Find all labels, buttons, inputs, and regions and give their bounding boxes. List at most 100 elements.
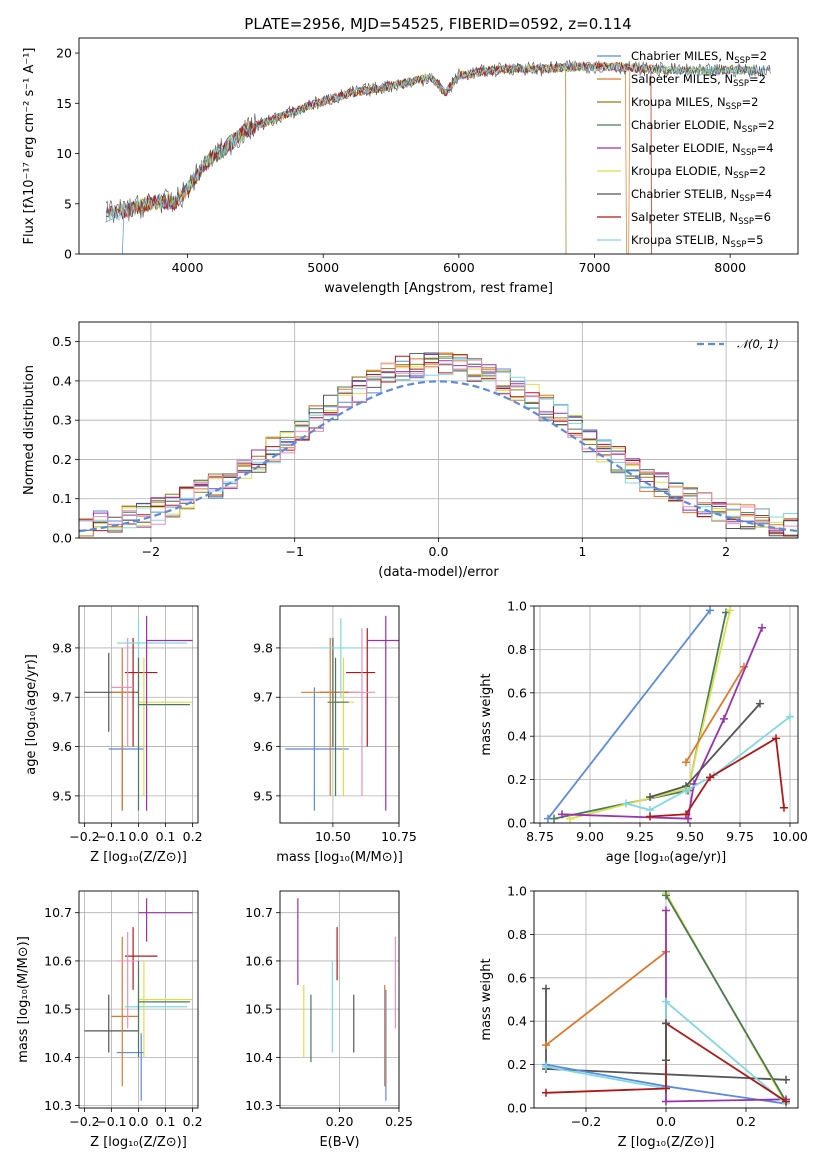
weight-vs-age-xtick-label: 9.50	[676, 829, 704, 844]
age-vs-mass-frame	[279, 605, 400, 824]
weight-vs-age-series-line	[685, 666, 745, 763]
mass-vs-z-xtick-label: 0.2	[183, 1114, 203, 1129]
weight-vs-z-marker	[662, 906, 670, 915]
age-vs-mass-ytick-label: 9.6	[253, 739, 273, 754]
residuals-xlabel: (data-model)/error	[378, 565, 499, 580]
weight-vs-age-marker	[786, 712, 794, 721]
weight-vs-age-marker	[780, 803, 788, 812]
spectrum-panel: 4000 5000 6000 7000 8000 0 5 10 15 20 wavelength […	[22, 37, 799, 296]
age-vs-z-ytick-label: 9.7	[52, 690, 72, 705]
weight-vs-z-marker	[662, 1084, 670, 1093]
weight-vs-age-xlabel: age [log₁₀(age/yr)]	[606, 850, 727, 865]
residuals-ytick-label: 0.1	[52, 491, 72, 506]
weight-vs-age-marker	[720, 714, 728, 723]
weight-vs-z-panel: −0.2 0.0 0.2 0.0 0.2 0.4 0.6 0.8 1.0 Z [log₁₀(Z/Z…	[479, 884, 799, 1150]
weight-vs-z-series-line	[545, 951, 667, 1046]
mass-vs-z-point	[116, 1033, 144, 1101]
mass-vs-z-xtick-label: 0.0	[129, 1114, 149, 1129]
mass-vs-ebv-ytick-label: 10.5	[245, 1002, 273, 1017]
normal-curve	[79, 380, 798, 533]
spectrum-xtick-label: 6000	[443, 260, 475, 275]
age-vs-z-xtick-label: 0.0	[129, 829, 149, 844]
weight-vs-age-frame	[533, 605, 799, 824]
spectrum-ytick-label: 15	[56, 96, 72, 111]
mass-vs-z-point	[111, 936, 139, 1087]
mass-vs-z-point	[138, 898, 193, 942]
weight-vs-age-xtick-label: 10.00	[772, 829, 808, 844]
age-vs-mass-point	[346, 628, 376, 747]
age-vs-mass-point	[367, 615, 399, 811]
weight-vs-z-xtick-label: 0.0	[656, 1114, 676, 1129]
weight-vs-age-series	[646, 734, 788, 821]
spectrum-ytick-label: 0	[64, 247, 72, 262]
spectrum-plot-area	[105, 59, 771, 254]
age-vs-z-point	[146, 615, 193, 811]
mass-vs-z-point	[116, 931, 139, 1029]
weight-vs-z-ytick-label: 0.2	[507, 1057, 527, 1072]
age-vs-mass-point	[348, 628, 376, 796]
mass-vs-ebv-panel: 0.20 0.25 10.3 10.4 10.5 10.6 10.7 E(B-V)	[245, 890, 413, 1150]
mass-vs-z-ytick-label: 10.3	[44, 1098, 72, 1113]
weight-vs-z-xtick-label: 0.2	[736, 1114, 756, 1129]
weight-vs-z-xlabel: Z [log₁₀(Z/Z⊙)]	[618, 1135, 715, 1150]
weight-vs-age-plot-area	[544, 606, 794, 823]
residuals-xtick-label: −2	[142, 544, 160, 559]
age-vs-mass-plot-area	[285, 615, 399, 811]
residuals-panel: −2 −1 0.0 1 2 0.0 0.1 0.2 0.3 0.4 0.5 (data-model)/…	[22, 321, 799, 580]
spectrum-legend: Chabrier MILES, NSSP=2 Salpeter MILES, NS…	[597, 49, 775, 250]
weight-vs-age-panel: 8.75 9.00 9.25 9.50 9.75 10.00 0.0 0.2 0.4 0.6 0.8…	[479, 599, 808, 866]
weight-vs-age-ytick-label: 0.6	[507, 685, 527, 700]
weight-vs-age-series	[544, 606, 714, 823]
age-vs-z-xtick-label: −0.1	[96, 829, 126, 844]
residuals-frame	[78, 321, 799, 539]
age-vs-mass-ytick-label: 9.5	[253, 788, 273, 803]
residuals-ylabel: Normed distribution	[22, 365, 37, 495]
weight-vs-z-marker	[662, 1056, 670, 1065]
weight-vs-age-marker	[646, 792, 654, 801]
mass-vs-z-point	[84, 994, 139, 1053]
residuals-ytick-label: 0.0	[52, 531, 72, 546]
weight-vs-age-series	[682, 662, 748, 767]
age-vs-mass-point	[319, 618, 360, 698]
weight-vs-age-marker	[566, 814, 574, 823]
weight-vs-age-xtick-label: 9.75	[726, 829, 754, 844]
weight-vs-z-xtick-label: −0.2	[571, 1114, 601, 1129]
legend-entry: Kroupa STELIB, NSSP=5	[631, 233, 763, 250]
weight-vs-age-ytick-label: 0.2	[507, 772, 527, 787]
age-vs-z-ytick-label: 9.8	[52, 640, 72, 655]
spectrum-xtick-label: 8000	[714, 260, 746, 275]
spectrum-frame	[78, 37, 799, 255]
mass-vs-z-plot-area	[84, 898, 193, 1101]
mass-vs-z-xlabel: Z [log₁₀(Z/Z⊙)]	[90, 1135, 187, 1150]
spectrum-ytick-label: 20	[56, 46, 72, 61]
mass-vs-ebv-plot-area	[297, 898, 397, 1101]
mass-vs-ebv-ytick-label: 10.6	[245, 953, 273, 968]
mass-vs-z-frame	[78, 890, 199, 1109]
mass-vs-ebv-ytick-label: 10.7	[245, 905, 273, 920]
weight-vs-age-series-line	[569, 610, 731, 820]
age-vs-mass-point	[301, 638, 360, 796]
mass-vs-z-ytick-label: 10.7	[44, 905, 72, 920]
weight-vs-z-frame	[533, 890, 799, 1109]
weight-vs-z-ytick-label: 0.4	[507, 1014, 527, 1029]
weight-vs-z-ytick-label: 0.8	[507, 927, 527, 942]
mass-vs-ebv-xtick-label: 0.25	[385, 1114, 413, 1129]
residual-histogram	[79, 359, 798, 538]
residuals-xtick-label: 2	[722, 544, 730, 559]
weight-vs-age-marker	[758, 623, 766, 632]
spectrum-xtick-label: 4000	[172, 260, 204, 275]
weight-vs-z-series	[662, 1019, 670, 1065]
age-vs-mass-xtick-label: 10.50	[315, 829, 351, 844]
weight-vs-age-xtick-label: 9.25	[626, 829, 654, 844]
spectrum-series-line	[105, 60, 652, 254]
age-vs-z-xtick-label: 0.2	[183, 829, 203, 844]
weight-vs-z-marker	[662, 997, 670, 1006]
mass-vs-z-xtick-label: −0.2	[69, 1114, 99, 1129]
weight-vs-age-marker	[622, 799, 630, 808]
weight-vs-age-series-line	[561, 627, 763, 820]
spectrum-ytick-label: 5	[64, 196, 72, 211]
age-vs-z-point	[111, 638, 134, 747]
age-vs-z-ytick-label: 9.6	[52, 739, 72, 754]
age-vs-mass-xlabel: mass [log₁₀(M/M⊙)]	[276, 850, 403, 865]
